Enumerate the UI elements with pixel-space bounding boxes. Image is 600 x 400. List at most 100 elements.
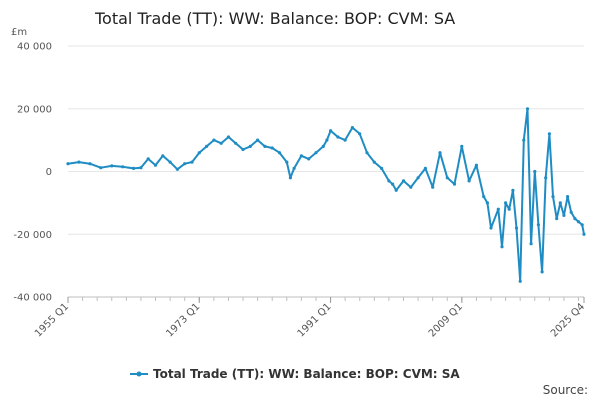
data-point[interactable] bbox=[88, 162, 92, 166]
x-tick-label: 1973 Q1 bbox=[164, 301, 202, 339]
data-point[interactable] bbox=[314, 151, 318, 155]
data-point[interactable] bbox=[558, 201, 562, 205]
data-point[interactable] bbox=[372, 160, 376, 164]
y-tick-label: 0 bbox=[46, 167, 52, 178]
data-point[interactable] bbox=[438, 151, 442, 155]
data-point[interactable] bbox=[533, 169, 537, 174]
data-point[interactable] bbox=[234, 141, 238, 145]
data-point[interactable] bbox=[168, 160, 172, 164]
data-point[interactable] bbox=[522, 138, 526, 142]
data-point[interactable] bbox=[409, 185, 413, 189]
data-point[interactable] bbox=[336, 135, 340, 139]
x-tick-label: 2009 Q1 bbox=[427, 301, 465, 339]
legend-series-label: Total Trade (TT): WW: Balance: BOP: CVM:… bbox=[153, 367, 460, 381]
data-point[interactable] bbox=[507, 207, 511, 211]
data-point[interactable] bbox=[569, 210, 573, 214]
data-point[interactable] bbox=[514, 226, 519, 230]
data-point[interactable] bbox=[566, 195, 570, 199]
data-point[interactable] bbox=[285, 160, 289, 164]
data-point[interactable] bbox=[489, 226, 493, 230]
data-point[interactable] bbox=[562, 213, 566, 217]
legend[interactable]: Total Trade (TT): WW: Balance: BOP: CVM:… bbox=[130, 367, 460, 381]
y-tick-label: -20 000 bbox=[13, 230, 52, 241]
data-point[interactable] bbox=[121, 165, 125, 169]
data-point[interactable] bbox=[423, 166, 427, 170]
data-point[interactable] bbox=[219, 141, 223, 145]
data-point[interactable] bbox=[500, 245, 504, 249]
data-point[interactable] bbox=[555, 217, 559, 221]
data-point[interactable] bbox=[139, 166, 143, 170]
data-point[interactable] bbox=[580, 223, 584, 227]
data-point[interactable] bbox=[321, 144, 325, 148]
data-point[interactable] bbox=[270, 146, 274, 150]
data-point[interactable] bbox=[325, 138, 329, 142]
data-point[interactable] bbox=[474, 163, 478, 167]
data-point[interactable] bbox=[146, 157, 150, 161]
data-point[interactable] bbox=[387, 179, 391, 183]
data-point[interactable] bbox=[431, 185, 435, 189]
data-point[interactable] bbox=[190, 160, 194, 164]
data-point[interactable] bbox=[536, 223, 541, 227]
data-point[interactable] bbox=[525, 107, 530, 111]
x-tick-label: 2025 Q4 bbox=[549, 301, 587, 339]
data-point[interactable] bbox=[77, 160, 81, 164]
data-point[interactable] bbox=[183, 162, 187, 166]
data-point[interactable] bbox=[329, 129, 333, 133]
data-point[interactable] bbox=[518, 279, 522, 283]
data-point[interactable] bbox=[99, 166, 103, 170]
legend-series-marker bbox=[136, 371, 142, 377]
data-point[interactable] bbox=[263, 144, 267, 148]
data-point[interactable] bbox=[365, 151, 369, 155]
data-point[interactable] bbox=[132, 166, 136, 170]
data-point[interactable] bbox=[452, 182, 457, 186]
y-tick-label: 20 000 bbox=[17, 104, 52, 115]
x-tick-label: 1991 Q1 bbox=[296, 301, 334, 339]
data-point[interactable] bbox=[299, 154, 303, 158]
data-point[interactable] bbox=[248, 144, 252, 148]
data-point[interactable] bbox=[544, 176, 548, 180]
data-point[interactable] bbox=[496, 207, 500, 211]
data-point[interactable] bbox=[288, 176, 292, 180]
data-point[interactable] bbox=[175, 167, 179, 171]
data-point[interactable] bbox=[212, 138, 216, 142]
data-point[interactable] bbox=[205, 144, 209, 148]
data-point[interactable] bbox=[551, 195, 555, 199]
data-point[interactable] bbox=[504, 201, 508, 205]
data-point[interactable] bbox=[391, 182, 395, 186]
data-point[interactable] bbox=[110, 164, 114, 168]
data-point[interactable] bbox=[292, 166, 296, 170]
data-point[interactable] bbox=[485, 201, 489, 205]
data-point[interactable] bbox=[540, 270, 544, 274]
data-point[interactable] bbox=[153, 163, 158, 167]
data-point[interactable] bbox=[226, 135, 231, 139]
data-point[interactable] bbox=[401, 179, 406, 183]
data-point[interactable] bbox=[161, 154, 165, 158]
data-point[interactable] bbox=[343, 138, 347, 142]
data-point[interactable] bbox=[573, 217, 577, 221]
data-point[interactable] bbox=[511, 188, 515, 192]
data-point[interactable] bbox=[576, 220, 581, 224]
data-point[interactable] bbox=[350, 126, 354, 130]
data-point[interactable] bbox=[547, 132, 552, 136]
data-point[interactable] bbox=[66, 162, 70, 166]
data-point[interactable] bbox=[529, 242, 533, 246]
data-point[interactable] bbox=[394, 188, 398, 192]
y-tick-label: 40 000 bbox=[17, 42, 52, 53]
data-point[interactable] bbox=[197, 151, 201, 155]
gridlines bbox=[68, 45, 584, 298]
data-point[interactable] bbox=[380, 166, 384, 170]
y-axis-unit-label: £m bbox=[11, 27, 28, 38]
data-point[interactable] bbox=[277, 151, 282, 155]
data-point[interactable] bbox=[582, 232, 586, 236]
data-point[interactable] bbox=[416, 176, 420, 180]
data-point[interactable] bbox=[467, 179, 471, 183]
data-point[interactable] bbox=[460, 144, 464, 148]
data-point[interactable] bbox=[482, 195, 486, 199]
data-point[interactable] bbox=[445, 176, 449, 180]
data-point[interactable] bbox=[307, 157, 311, 161]
x-tick-label: 1955 Q1 bbox=[33, 301, 71, 339]
data-point[interactable] bbox=[256, 138, 260, 142]
data-point[interactable] bbox=[241, 147, 245, 152]
data-point[interactable] bbox=[358, 132, 362, 136]
